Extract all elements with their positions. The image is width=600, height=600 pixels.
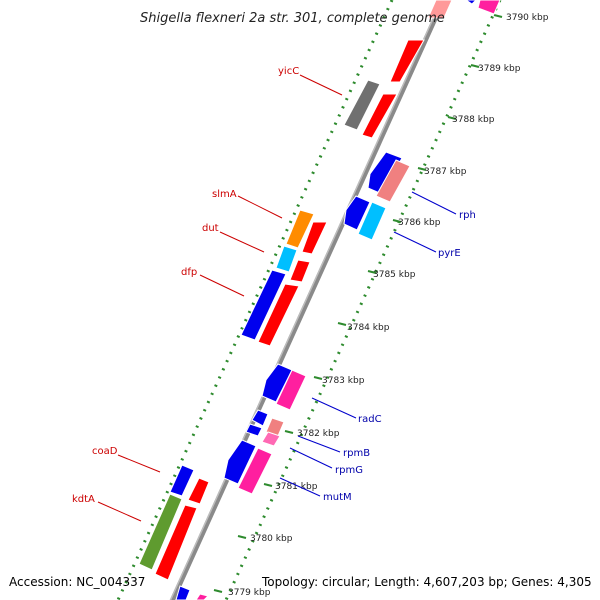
- gene-mutM-blue: [223, 439, 257, 485]
- kbp-label-3789: 3789 kbp: [478, 64, 521, 74]
- kbp-label-3788: 3788 kbp: [452, 115, 495, 125]
- tick-track-left: [116, 0, 394, 600]
- gene-labels: yicC slmA dut dfp coaD kdtA rph pyrE rad…: [72, 66, 476, 505]
- tick-track-right: [224, 0, 502, 600]
- kbp-label-3783: 3783 kbp: [322, 376, 365, 386]
- gene-coaD-block: [169, 464, 195, 497]
- kbp-label-3781: 3781 kbp: [275, 482, 318, 492]
- gene-yicC-block: [343, 79, 381, 131]
- gene-kdtA-block: [138, 493, 183, 571]
- gene-rpmG-pink: [261, 431, 281, 447]
- gene-label-pyrE: pyrE: [438, 248, 461, 259]
- gene-forward-1: [427, 0, 453, 19]
- gene-forward-9: [195, 593, 209, 600]
- gene-rph-block: [367, 151, 403, 195]
- gene-mutM-pink: [237, 447, 273, 495]
- gene-forward-6: [257, 283, 300, 347]
- gene-label-rpmG: rpmG: [335, 465, 363, 476]
- gene-slmA-block: [285, 209, 315, 249]
- gene-dfp-block: [240, 269, 287, 341]
- gene-label-rph: rph: [459, 210, 476, 221]
- map-title: Shigella flexneri 2a str. 301, complete …: [140, 11, 445, 26]
- gene-forward-3: [361, 93, 398, 139]
- gene-pyrE-blue: [343, 195, 371, 231]
- gene-label-yicC: yicC: [278, 66, 299, 77]
- topology-text: Topology: circular; Length: 4,607,203 bp…: [261, 575, 592, 589]
- forward-genes: [154, 0, 453, 600]
- gene-label-slmA: slmA: [212, 189, 237, 200]
- gene-reverse-top2: [465, 0, 477, 5]
- gene-rpmB-blue: [251, 409, 269, 427]
- gene-label-rpmB: rpmB: [343, 448, 370, 459]
- kbp-label-3782: 3782 kbp: [297, 429, 340, 439]
- kbp-label-3784: 3784 kbp: [347, 323, 390, 333]
- reverse-genes: [175, 0, 501, 600]
- gene-forward-4: [301, 221, 328, 255]
- gene-rpmG-blue: [245, 423, 263, 437]
- kbp-labels: 3790 kbp 3789 kbp 3788 kbp 3787 kbp 3786…: [228, 13, 549, 598]
- kbp-label-3779: 3779 kbp: [228, 588, 271, 598]
- gene-label-radC: radC: [358, 414, 382, 425]
- gene-forward-8: [154, 504, 198, 581]
- gene-label-coaD: coaD: [92, 446, 118, 457]
- gene-forward-7: [187, 477, 210, 505]
- reverse-callout-lines: [279, 191, 457, 497]
- gene-pyrE-cyan: [357, 201, 387, 241]
- gene-label-dfp: dfp: [181, 267, 197, 278]
- gene-radC-pink: [275, 369, 307, 411]
- kbp-label-3790: 3790 kbp: [506, 13, 549, 23]
- kbp-label-3785: 3785 kbp: [373, 270, 416, 280]
- gene-bottom-blue: [175, 585, 191, 600]
- gene-dut-block: [275, 245, 298, 273]
- kbp-label-3786: 3786 kbp: [398, 218, 441, 228]
- gene-forward-5: [289, 259, 311, 283]
- gene-label-mutM: mutM: [323, 492, 352, 503]
- gene-label-dut: dut: [202, 223, 219, 234]
- gene-forward-2: [389, 39, 425, 83]
- backbone: [169, 0, 447, 600]
- kbp-label-3787: 3787 kbp: [424, 167, 467, 177]
- forward-genes-left: [138, 79, 381, 571]
- gene-rph-pink: [375, 159, 411, 203]
- accession-text: Accession: NC_004337: [9, 575, 145, 589]
- gene-label-kdtA: kdtA: [72, 494, 95, 505]
- kbp-label-3780: 3780 kbp: [250, 534, 293, 544]
- major-ticks: [213, 14, 503, 593]
- gene-reverse-top: [477, 0, 501, 15]
- gene-radC-blue: [261, 363, 293, 403]
- forward-callout-lines: [97, 74, 343, 522]
